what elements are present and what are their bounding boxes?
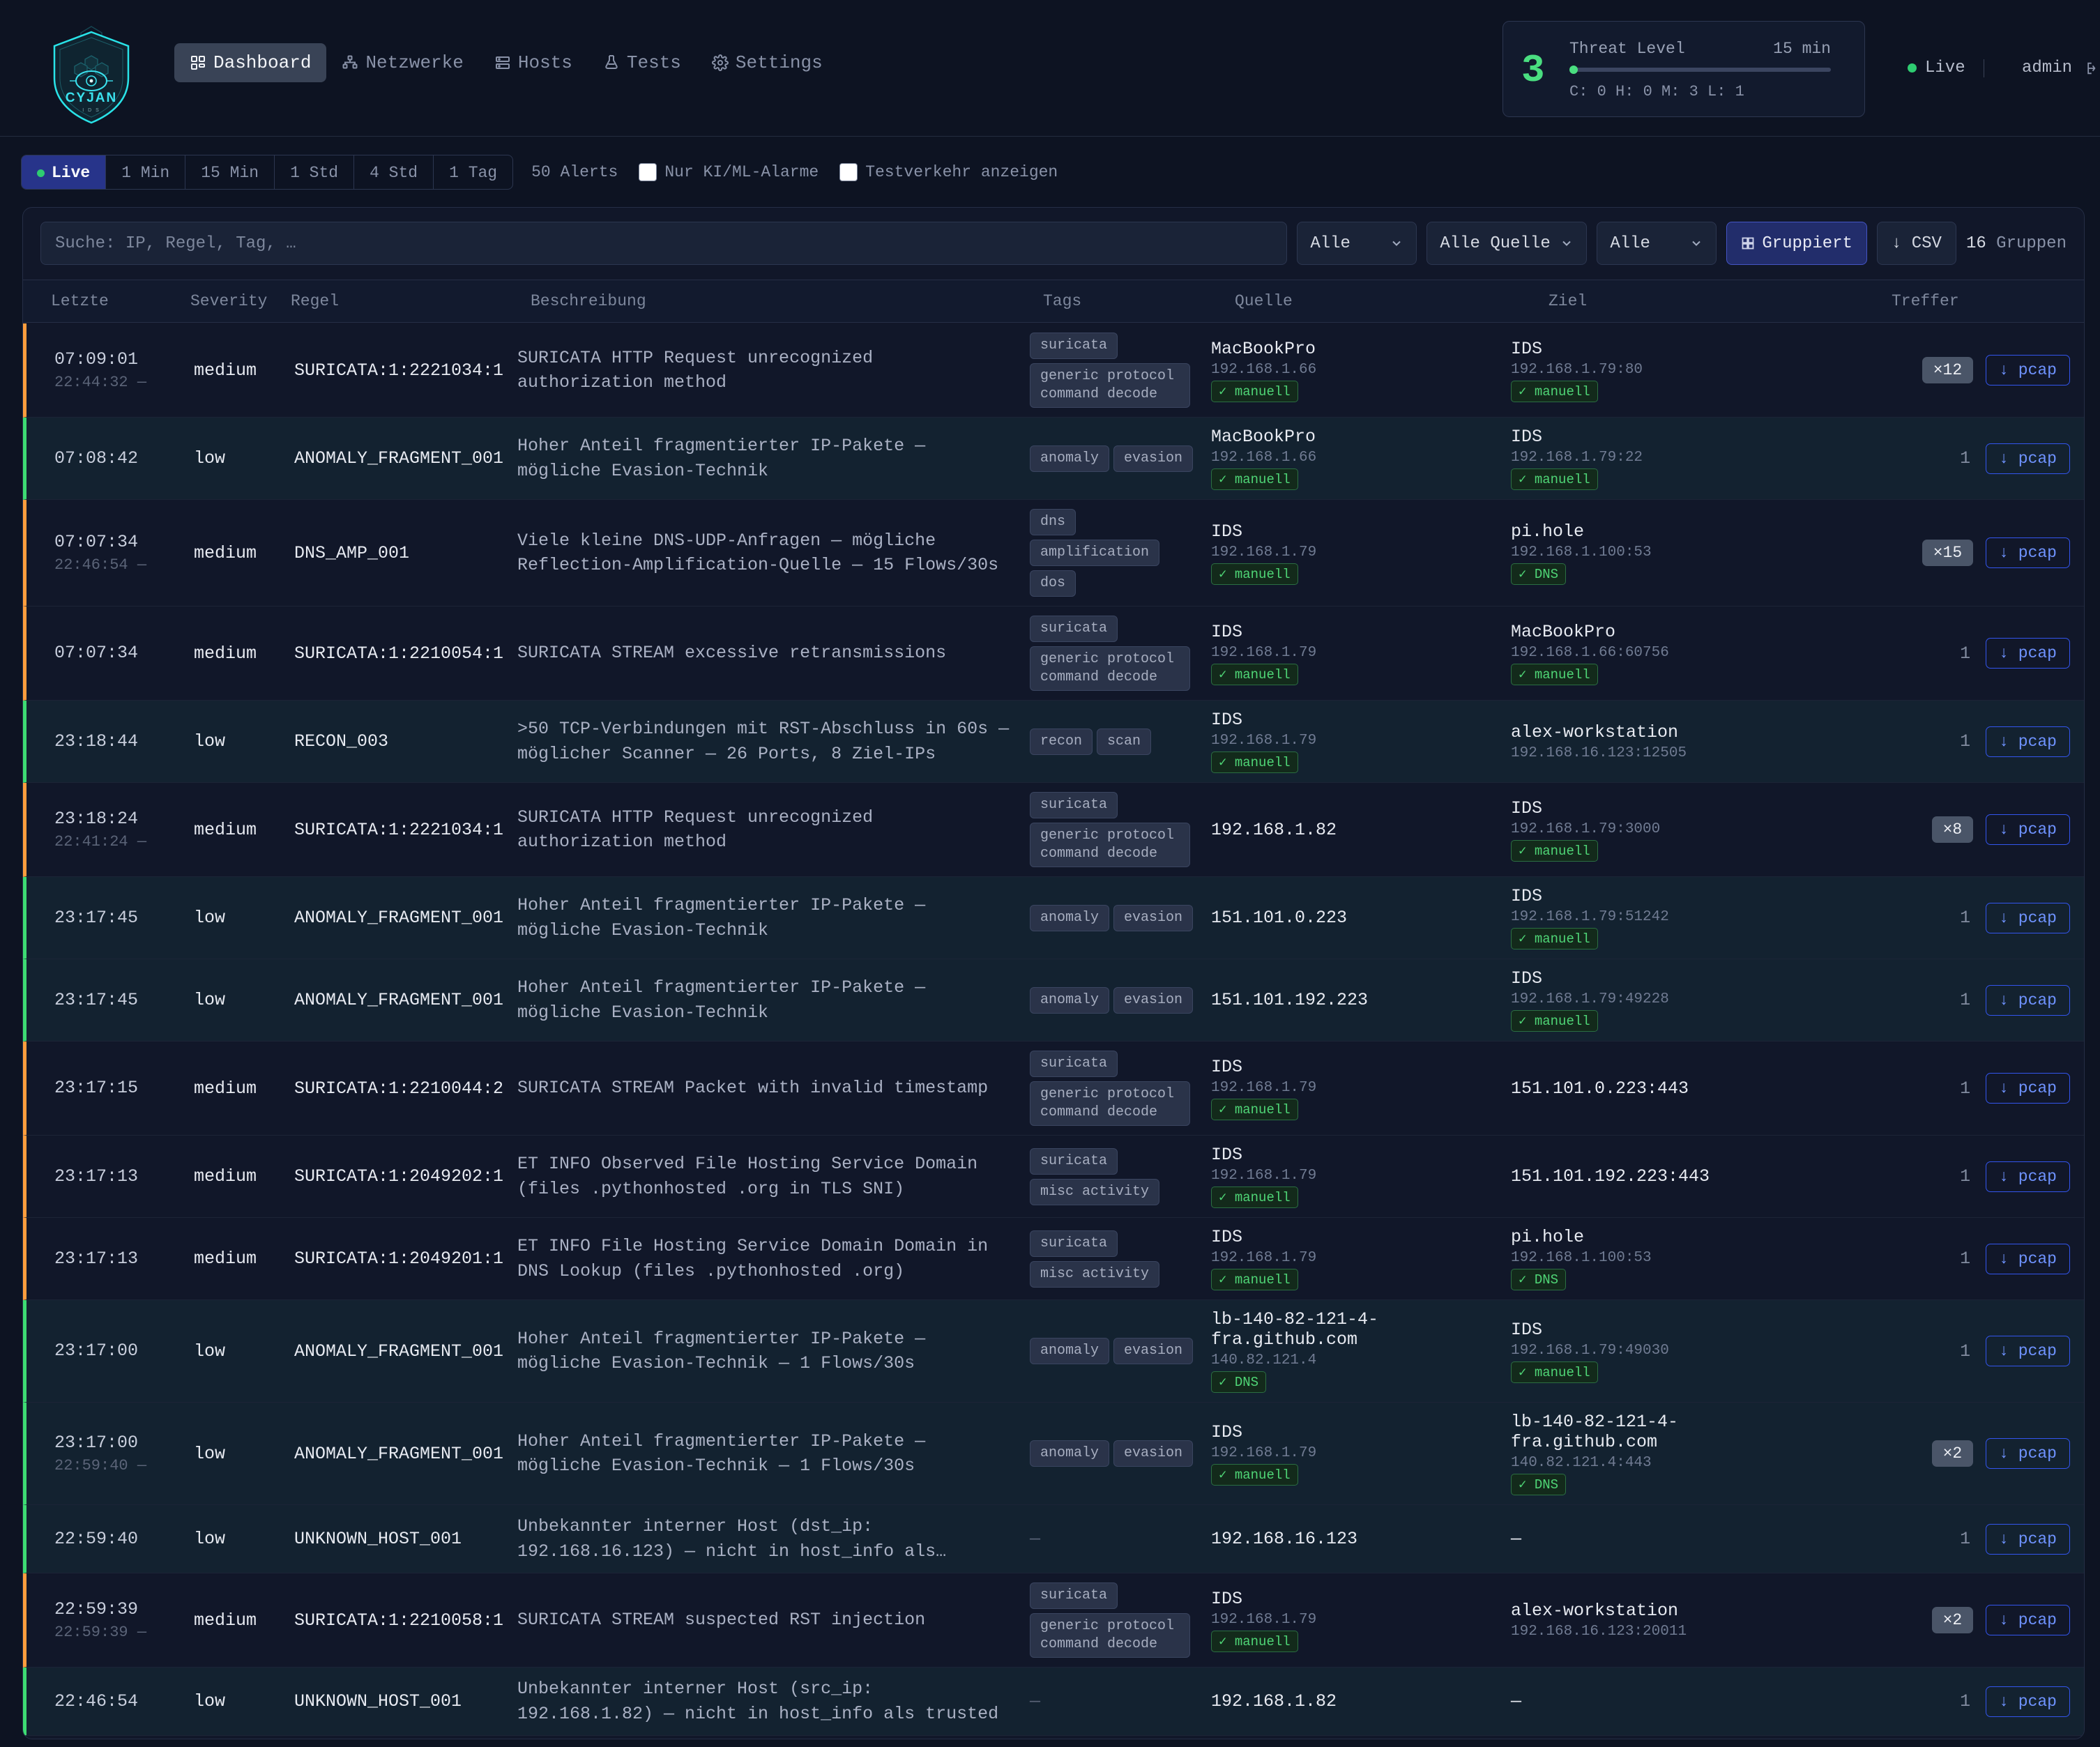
svg-text:I D S: I D S — [82, 108, 100, 113]
svg-text:CYJAN: CYJAN — [66, 91, 117, 105]
